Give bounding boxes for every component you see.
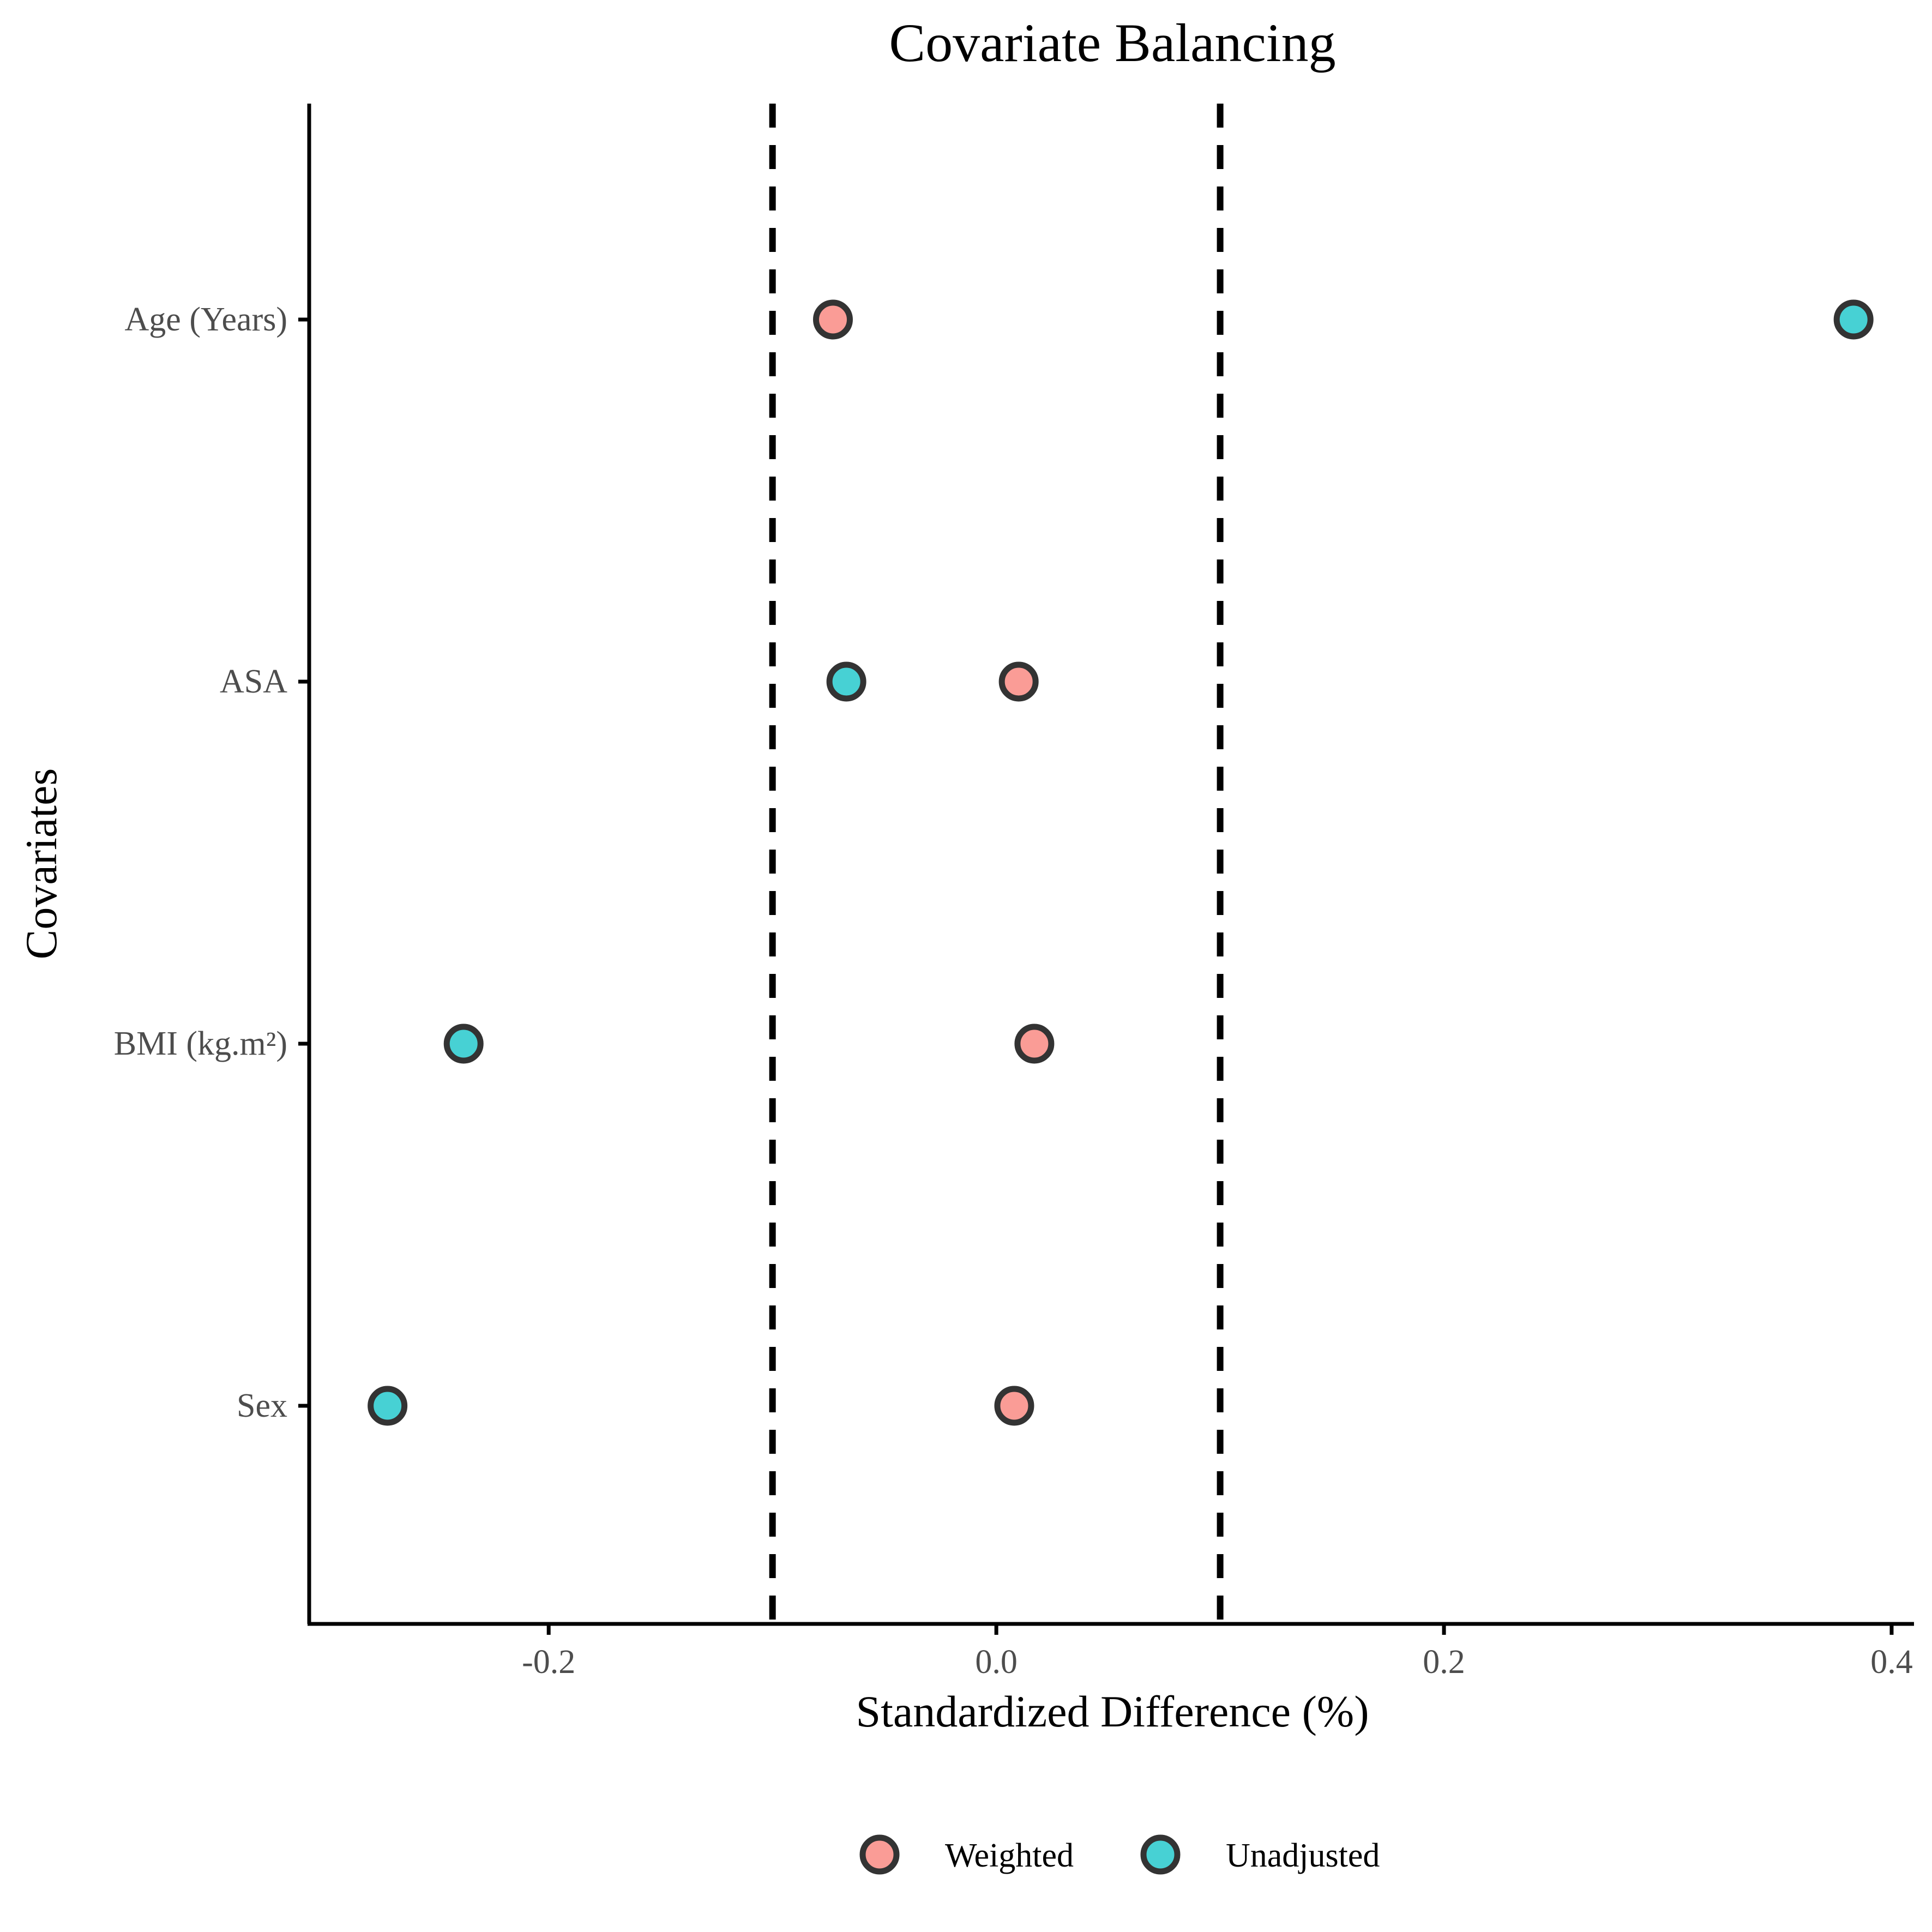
y-tick-label: Age (Years)	[125, 301, 287, 338]
y-axis-ticks: Age (Years) ASA BMI (kg.m²) Sex	[114, 301, 309, 1424]
data-point	[812, 299, 853, 340]
data-point	[998, 661, 1039, 702]
legend-label: Weighted	[945, 1837, 1074, 1874]
legend-label: Unadjusted	[1226, 1837, 1380, 1874]
data-point	[994, 1386, 1034, 1426]
x-tick-label: 0.4	[1870, 1644, 1913, 1681]
y-tick-label: ASA	[220, 663, 287, 700]
x-tick-label: 0.0	[975, 1644, 1018, 1681]
data-point	[1833, 299, 1874, 340]
x-tick-label: -0.2	[522, 1644, 575, 1681]
y-axis-title: Covariates	[16, 768, 66, 960]
legend-key	[1140, 1834, 1181, 1875]
data-point	[1014, 1024, 1055, 1064]
legend: Weighted Unadjusted	[859, 1834, 1380, 1875]
x-tick-label: 0.2	[1423, 1644, 1465, 1681]
chart-title: Covariate Balancing	[889, 13, 1335, 73]
reference-lines	[769, 104, 1224, 1624]
y-tick-label: BMI (kg.m²)	[114, 1025, 287, 1062]
data-point	[368, 1386, 408, 1426]
data-point	[826, 661, 866, 702]
data-points	[368, 299, 1874, 1426]
legend-key	[859, 1834, 900, 1875]
x-axis-ticks: -0.2 0.0 0.2 0.4	[522, 1624, 1913, 1681]
data-point	[443, 1024, 484, 1064]
x-axis-title: Standardized Difference (%)	[856, 1687, 1369, 1736]
y-tick-label: Sex	[237, 1387, 287, 1424]
